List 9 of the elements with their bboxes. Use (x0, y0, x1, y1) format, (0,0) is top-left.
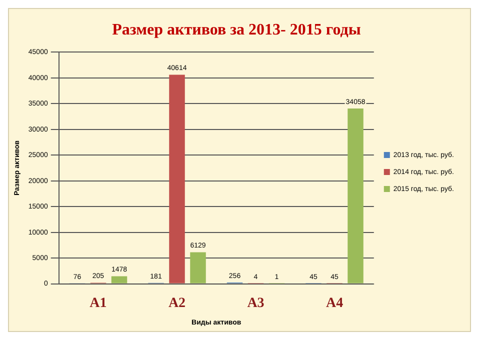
bar (111, 276, 128, 284)
chart-title: Размер активов за 2013- 2015 годы (112, 22, 362, 39)
bar (348, 108, 364, 284)
bar (169, 74, 185, 284)
x-tick-label: A2 (168, 296, 186, 311)
bar (190, 252, 206, 284)
x-tick-label: A3 (247, 296, 264, 311)
x-tick-label: A4 (326, 296, 344, 311)
x-tick-label: A1 (90, 296, 107, 311)
